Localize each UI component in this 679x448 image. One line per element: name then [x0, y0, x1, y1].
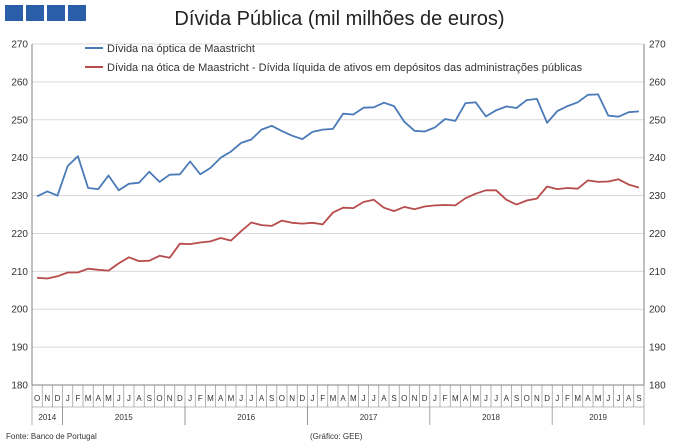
y-tick-label-left: 240 [11, 153, 28, 164]
month-label: J [188, 394, 192, 403]
month-label: D [299, 394, 305, 403]
logo-square [5, 5, 23, 21]
y-tick-label-left: 200 [11, 305, 28, 316]
month-label: J [617, 394, 621, 403]
month-label: M [574, 394, 581, 403]
legend-label: Dívida na ótica de Maastricht - Dívida l… [107, 62, 583, 74]
month-label: F [75, 394, 80, 403]
y-tick-label-right: 240 [649, 153, 666, 164]
month-label: J [239, 394, 243, 403]
month-label: A [381, 394, 387, 403]
month-label: A [504, 394, 510, 403]
month-label: S [514, 394, 519, 403]
month-label: M [228, 394, 235, 403]
month-label: M [595, 394, 602, 403]
chart-credit: (Gráfico: GEE) [310, 432, 363, 441]
year-label: 2017 [360, 413, 378, 422]
y-tick-label-left: 250 [11, 115, 28, 126]
y-tick-label-right: 250 [649, 115, 666, 126]
month-label: J [372, 394, 376, 403]
month-label: A [340, 394, 346, 403]
month-label: J [494, 394, 498, 403]
month-label: D [55, 394, 61, 403]
month-label: A [218, 394, 224, 403]
logo-square [68, 5, 86, 21]
y-tick-label-right: 260 [649, 77, 666, 88]
year-label: 2018 [482, 413, 500, 422]
year-label: 2016 [237, 413, 255, 422]
month-label: N [44, 394, 50, 403]
month-label: M [330, 394, 337, 403]
month-label: A [626, 394, 632, 403]
month-label: J [311, 394, 315, 403]
month-label: O [279, 394, 285, 403]
month-label: N [289, 394, 295, 403]
y-tick-label-right: 190 [649, 343, 666, 354]
month-label: O [524, 394, 530, 403]
y-tick-label-right: 200 [649, 305, 666, 316]
month-label: A [585, 394, 591, 403]
y-tick-label-left: 230 [11, 191, 28, 202]
month-label: N [167, 394, 173, 403]
month-label: M [472, 394, 479, 403]
month-label: N [412, 394, 418, 403]
month-label: N [534, 394, 540, 403]
source-note: Fonte: Banco de Portugal [6, 432, 97, 441]
month-label: A [463, 394, 469, 403]
logo-square [26, 5, 44, 21]
month-label: A [96, 394, 102, 403]
month-label: J [555, 394, 559, 403]
legend-label: Dívida na óptica de Maastricht [107, 43, 255, 55]
month-label: A [259, 394, 265, 403]
month-label: O [156, 394, 162, 403]
month-label: J [127, 394, 131, 403]
y-tick-label-left: 180 [11, 381, 28, 392]
month-label: M [452, 394, 459, 403]
series-line-1 [36, 93, 639, 198]
month-label: S [147, 394, 152, 403]
month-label: J [606, 394, 610, 403]
month-label: F [443, 394, 448, 403]
year-label: 2014 [38, 413, 56, 422]
month-label: D [177, 394, 183, 403]
y-tick-label-right: 210 [649, 267, 666, 278]
month-label: F [320, 394, 325, 403]
logo [5, 5, 86, 21]
month-label: J [362, 394, 366, 403]
y-tick-label-left: 220 [11, 229, 28, 240]
month-label: S [391, 394, 396, 403]
logo-square [47, 5, 65, 21]
month-label: F [198, 394, 203, 403]
y-tick-label-right: 220 [649, 229, 666, 240]
month-label: S [636, 394, 641, 403]
y-tick-label-left: 190 [11, 343, 28, 354]
month-label: O [401, 394, 407, 403]
y-tick-label-right: 270 [649, 40, 666, 51]
month-label: F [565, 394, 570, 403]
month-label: A [136, 394, 142, 403]
chart-title: Dívida Pública (mil milhões de euros) [174, 8, 505, 30]
year-label: 2015 [115, 413, 133, 422]
y-tick-label-left: 210 [11, 267, 28, 278]
y-tick-label-left: 270 [11, 40, 28, 51]
y-tick-label-right: 230 [649, 191, 666, 202]
series-line-2 [37, 178, 640, 280]
month-label: J [433, 394, 437, 403]
month-label: M [207, 394, 214, 403]
month-label: O [34, 394, 40, 403]
month-label: J [484, 394, 488, 403]
month-label: M [105, 394, 112, 403]
year-label: 2019 [589, 413, 607, 422]
month-label: J [66, 394, 70, 403]
month-label: S [269, 394, 274, 403]
month-label: D [544, 394, 550, 403]
y-tick-label-left: 260 [11, 77, 28, 88]
month-label: J [117, 394, 121, 403]
month-label: M [85, 394, 92, 403]
month-label: M [350, 394, 357, 403]
month-label: D [422, 394, 428, 403]
month-label: J [249, 394, 253, 403]
y-tick-label-right: 180 [649, 381, 666, 392]
